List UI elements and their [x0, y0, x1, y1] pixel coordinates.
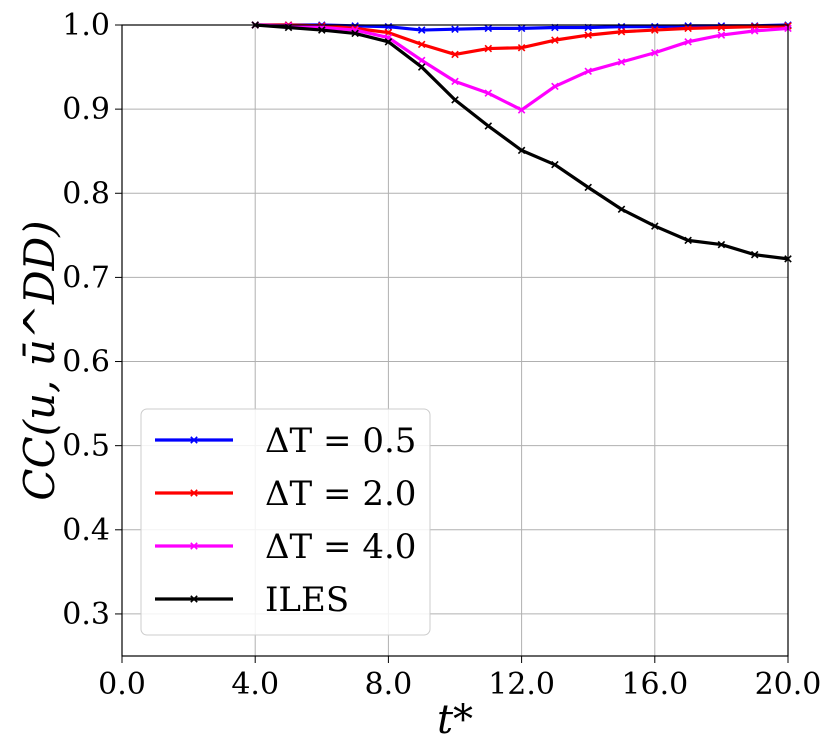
data-point	[584, 183, 592, 192]
y-tick-label: 0.4	[62, 513, 110, 548]
data-point	[684, 24, 692, 33]
data-point	[417, 40, 426, 49]
data-point	[451, 77, 459, 86]
legend-marker	[190, 542, 198, 550]
y-tick-label: 0.6	[62, 345, 110, 380]
legend-item: ΔT = 2.0	[155, 474, 416, 514]
legend-item: ΔT = 0.5	[155, 421, 416, 461]
data-point	[417, 56, 426, 65]
data-point	[551, 82, 559, 91]
y-tick-label: 0.8	[62, 176, 110, 211]
legend-item: ΔT = 4.0	[155, 527, 416, 567]
data-point	[584, 31, 592, 39]
x-tick-label: 0.0	[98, 667, 146, 702]
data-point	[451, 50, 459, 59]
y-tick-label: 1.0	[62, 8, 110, 43]
legend-label: ΔT = 0.5	[265, 421, 416, 461]
data-point	[651, 48, 659, 57]
data-point	[351, 29, 359, 38]
x-tick-label: 16.0	[621, 667, 688, 702]
legend-label: ILES	[265, 580, 349, 620]
legend-item: ILES	[155, 580, 349, 620]
x-tick-label: 12.0	[488, 667, 555, 702]
data-point	[318, 26, 326, 34]
y-tick-label: 0.3	[62, 597, 110, 632]
data-point	[617, 205, 626, 214]
data-point	[584, 67, 592, 76]
data-point	[484, 122, 493, 130]
data-point	[384, 38, 393, 46]
data-point	[617, 58, 626, 66]
y-tick-label: 0.5	[62, 429, 110, 464]
legend-box	[140, 408, 431, 636]
data-point	[417, 26, 426, 34]
legend-marker	[190, 489, 198, 497]
data-point	[517, 146, 526, 155]
data-point	[551, 36, 559, 44]
data-point	[684, 236, 692, 245]
legend: ΔT = 0.5 ΔT = 2.0 ΔT = 4.0 ILES	[140, 408, 431, 636]
data-point	[517, 43, 526, 52]
data-point	[750, 27, 759, 35]
plot-frame	[121, 24, 789, 657]
x-tick-label: 4.0	[231, 667, 279, 702]
data-point	[484, 44, 493, 53]
data-point	[684, 38, 692, 46]
data-point	[451, 96, 459, 104]
y-tick-label: 0.7	[62, 260, 110, 295]
data-point	[651, 222, 659, 230]
data-point	[750, 250, 759, 259]
x-tick-label: 8.0	[365, 667, 413, 702]
data-point	[717, 31, 726, 39]
data-point	[517, 24, 526, 33]
data-point	[417, 63, 426, 71]
data-point	[551, 160, 559, 169]
data-point	[651, 26, 659, 34]
legend-marker	[190, 436, 198, 444]
data-point	[451, 25, 459, 33]
series-3	[251, 21, 792, 263]
x-axis-title: t*	[437, 697, 473, 743]
y-axis-title: CC(u, ū^DD)	[15, 220, 64, 500]
legend-label: ΔT = 4.0	[265, 527, 416, 567]
series-group	[251, 21, 792, 263]
ticks: 0.0 4.0 8.0 12.0 16.0 20.0 0.3 0.4 0.5 0.6 0.7 0.8 0…	[62, 8, 821, 702]
x-tick-label: 20.0	[755, 667, 822, 702]
y-tick-label: 0.9	[62, 92, 110, 127]
legend-marker	[190, 595, 198, 603]
data-point	[484, 89, 493, 97]
data-point	[517, 106, 526, 114]
legend-label: ΔT = 2.0	[265, 474, 416, 514]
data-point	[717, 240, 726, 249]
data-point	[484, 24, 493, 33]
data-point	[617, 27, 626, 36]
